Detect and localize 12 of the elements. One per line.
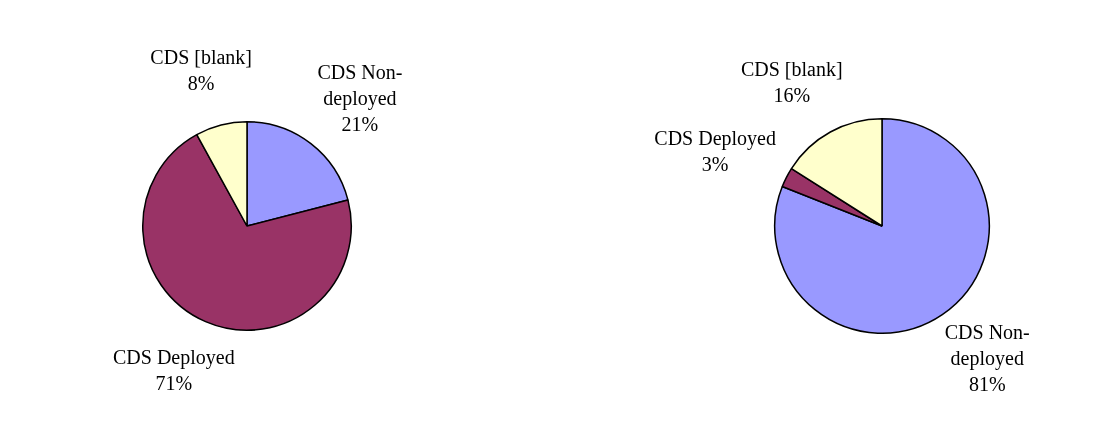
slice-label: CDS [blank] (740, 58, 843, 81)
data-label: 8% (187, 72, 215, 94)
slice-label: CDS Deployed (654, 126, 776, 150)
data-label: 71% (155, 372, 193, 395)
slice-label: CDS Non-deployed (317, 61, 403, 111)
data-label: 16% (773, 84, 811, 107)
slice-label: CDS Deployed (112, 346, 235, 370)
data-label: 21% (341, 113, 379, 136)
slice-label: CDS [blank] (150, 46, 253, 68)
slice-label: CDS Non-deployed (944, 321, 1030, 371)
data-label: 3% (701, 152, 729, 175)
data-label: 81% (968, 373, 1006, 396)
